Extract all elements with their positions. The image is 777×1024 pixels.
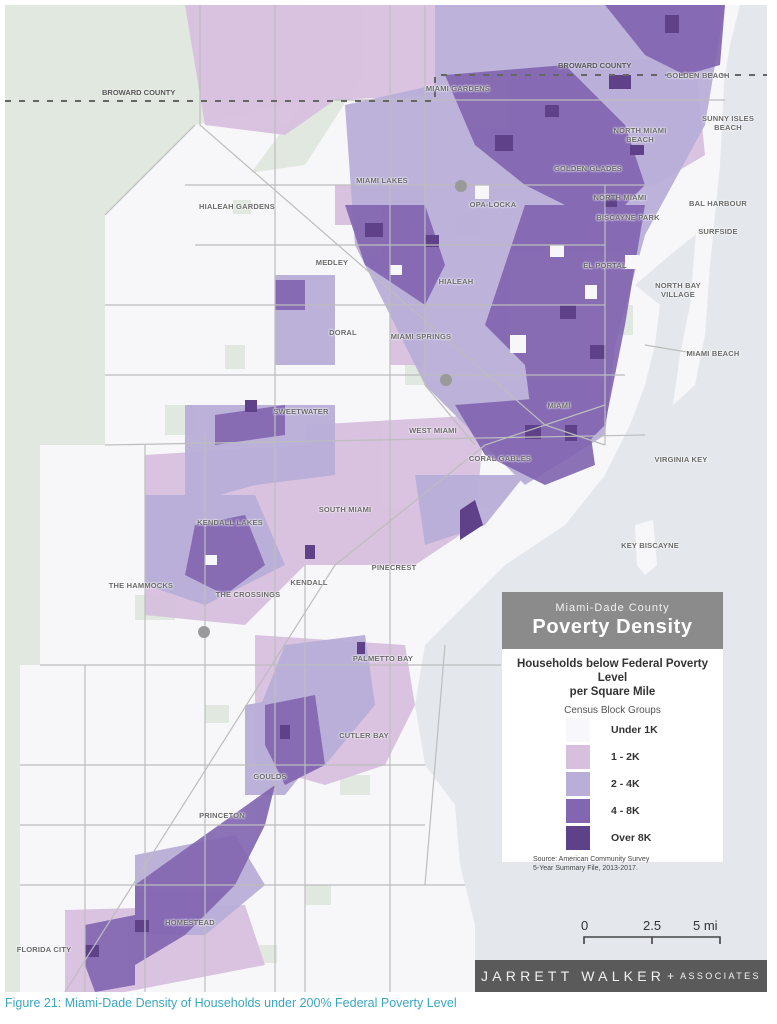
place-label: NORTH MIAMI (593, 193, 647, 202)
place-label: HIALEAH (438, 277, 474, 286)
place-label: GOLDEN GLADES (553, 164, 623, 173)
legend-class-4-8k: 4 - 8K (502, 797, 723, 824)
place-label: PALMETTO BAY (352, 654, 414, 663)
place-label: NORTH MIAMI BEACH (613, 126, 667, 144)
legend-measure-line2: per Square Mile (569, 686, 656, 698)
place-label: EL PORTAL (583, 261, 627, 270)
place-label: MIAMI SPRINGS (390, 332, 452, 341)
place-label: NORTH BAY VILLAGE (655, 281, 701, 299)
place-label: GOULDS (253, 772, 287, 781)
place-label: CORAL GABLES (468, 454, 532, 463)
scale-bar-line (583, 936, 721, 944)
map-legend: Miami-Dade County Poverty Density Househ… (502, 592, 723, 872)
legend-class-over-8k: Over 8K (502, 824, 723, 851)
swatch-2-4k (566, 771, 590, 796)
swatch-4-8k (566, 798, 590, 823)
legend-source-line1: Source: American Community Survey (533, 856, 650, 863)
place-label: MIAMI GARDENS (425, 84, 491, 93)
legend-subtitle: Miami-Dade County (555, 602, 670, 614)
legend-measure-line1: Households below Federal Poverty Level (516, 658, 709, 684)
brand-plus: + (667, 969, 675, 983)
legend-source: Source: American Community Survey 5-Year… (502, 855, 723, 873)
place-label: MIAMI BEACH (686, 349, 740, 358)
legend-class-label: Under 1K (611, 723, 658, 736)
branding-banner: JARRETT WALKER + ASSOCIATES (475, 960, 767, 992)
county-label-broward: BROWARD COUNTY (102, 88, 176, 97)
scale-bar: 0 2.5 5 mi (581, 918, 723, 948)
legend-class-label: 4 - 8K (611, 804, 640, 817)
place-label: FLORIDA CITY (16, 945, 72, 954)
legend-class-2-4k: 2 - 4K (502, 770, 723, 797)
legend-class-label: 1 - 2K (611, 750, 640, 763)
brand-name: JARRETT WALKER (481, 968, 666, 984)
place-label: GOLDEN BEACH (666, 71, 730, 80)
legend-class-1-2k: 1 - 2K (502, 743, 723, 770)
place-label: THE CROSSINGS (215, 590, 281, 599)
place-label: BAL HARBOUR (689, 199, 747, 208)
place-label: DORAL (329, 328, 357, 337)
swatch-over-8k (566, 825, 590, 850)
place-label: KEY BISCAYNE (621, 541, 679, 550)
scale-tick-5: 5 mi (693, 918, 718, 933)
scale-tick-0: 0 (581, 918, 589, 933)
place-label: PINECREST (371, 563, 417, 572)
legend-class-label: 2 - 4K (611, 777, 640, 790)
place-label: MEDLEY (315, 258, 349, 267)
place-label: PRINCETON (199, 811, 245, 820)
place-label: SUNNY ISLES BEACH (701, 114, 755, 132)
place-label: HIALEAH GARDENS (199, 202, 275, 211)
legend-title: Poverty Density (532, 616, 693, 638)
place-label: OPA-LOCKA (469, 200, 517, 209)
place-label: SURFSIDE (698, 227, 738, 236)
legend-class-under-1k: Under 1K (502, 716, 723, 743)
legend-measure: Households below Federal Poverty Level p… (502, 657, 723, 699)
place-label: VIRGINIA KEY (654, 455, 708, 464)
swatch-under-1k (566, 717, 590, 742)
place-label: KENDALL (290, 578, 328, 587)
legend-classes: Under 1K 1 - 2K 2 - 4K 4 - 8K Over 8K (502, 716, 723, 851)
place-label: KENDALL LAKES (197, 518, 263, 527)
place-label: BISCAYNE PARK (596, 213, 660, 222)
place-label: CUTLER BAY (339, 731, 389, 740)
swatch-1-2k (566, 744, 590, 769)
scale-tick-2-5: 2.5 (643, 918, 662, 933)
county-label-broward-east: BROWARD COUNTY (558, 61, 632, 70)
place-label: SOUTH MIAMI (318, 505, 372, 514)
place-label: SWEETWATER (273, 407, 329, 416)
brand-suffix: ASSOCIATES (680, 971, 761, 981)
legend-class-label: Over 8K (611, 831, 652, 844)
legend-header: Miami-Dade County Poverty Density (502, 592, 723, 649)
figure-caption: Figure 21: Miami-Dade Density of Househo… (5, 996, 457, 1010)
legend-source-line2: 5-Year Summary File, 2013-2017. (533, 865, 638, 872)
place-label: MIAMI (547, 401, 571, 410)
place-label: MIAMI LAKES (356, 176, 408, 185)
legend-group-label: Census Block Groups (564, 705, 661, 716)
place-label: HOMESTEAD (165, 918, 215, 927)
place-label: THE HAMMOCKS (108, 581, 174, 590)
place-label: WEST MIAMI (409, 426, 457, 435)
